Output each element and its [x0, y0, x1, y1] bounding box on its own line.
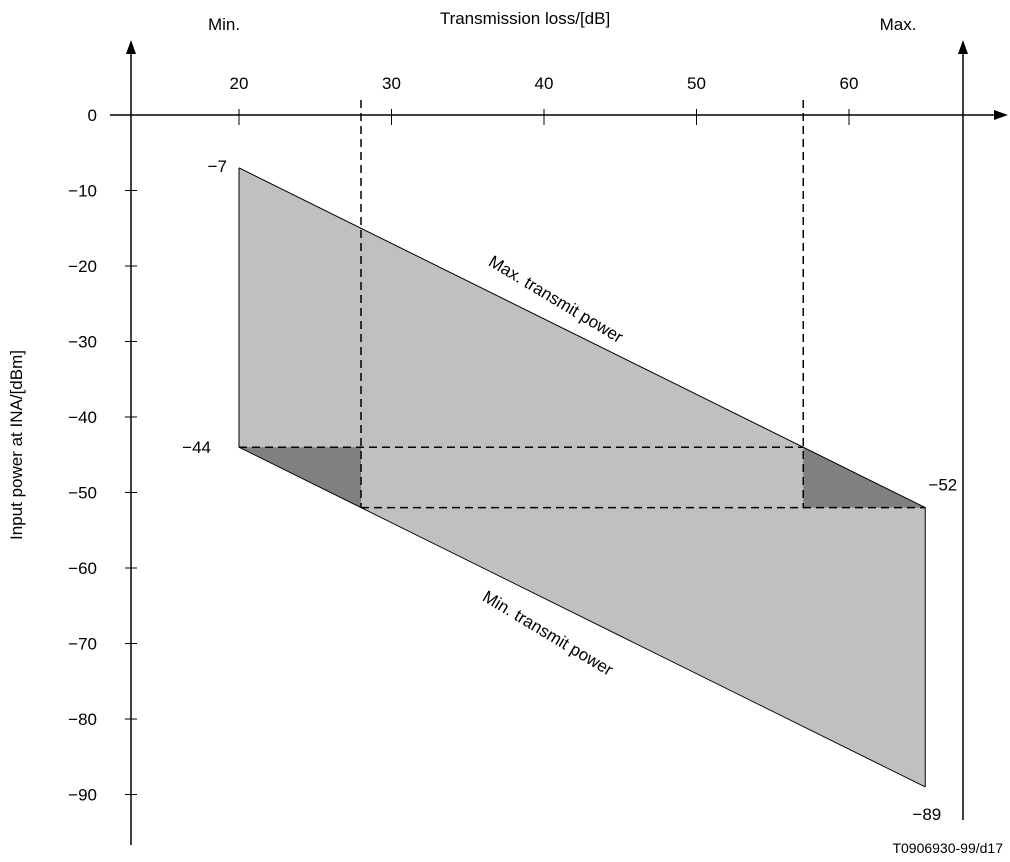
y-tick-label: −60: [68, 559, 97, 578]
point-label: −7: [208, 157, 227, 176]
figure-id: T0906930-99/d17: [892, 840, 1003, 856]
y-tick-label: −10: [68, 182, 97, 201]
point-labels: −7 −44 −52 −89: [182, 157, 957, 824]
point-label: −52: [928, 476, 957, 495]
region-edges: [238, 167, 926, 788]
dashed-guides: [239, 100, 926, 509]
power-regions: [239, 167, 926, 787]
y-tick-label: 0: [88, 106, 97, 125]
x-tick-label: 30: [382, 74, 401, 93]
y-axis-arrow: [126, 40, 136, 54]
x-axis-title: Transmission loss/[dB]: [440, 9, 610, 28]
y-axis-title: Input power at INA/[dBm]: [7, 350, 26, 540]
max-transmit-power-line: [238, 167, 926, 509]
x-axis-arrow: [994, 110, 1008, 120]
y-tick-label: −80: [68, 710, 97, 729]
y-tick-label: −30: [68, 333, 97, 352]
power-region: [239, 167, 926, 787]
y-tick-label: −70: [68, 635, 97, 654]
y-tick-label: −90: [68, 786, 97, 805]
point-label: −89: [912, 805, 941, 824]
max-axis-arrow: [958, 40, 968, 54]
x-tick-label: 50: [687, 74, 706, 93]
x-min-label: Min.: [208, 15, 240, 34]
x-tick-label: 60: [840, 74, 859, 93]
x-max-label: Max.: [880, 15, 917, 34]
y-tick-label: −40: [68, 408, 97, 427]
y-tick-label: −20: [68, 257, 97, 276]
x-ticks: 20 30 40 50 60: [230, 74, 859, 125]
min-transmit-power-line: [238, 446, 926, 788]
point-label: −44: [182, 438, 211, 457]
y-ticks: 0 −10 −20 −30 −40 −50 −60 −70 −80 −90: [68, 106, 137, 805]
x-tick-label: 40: [535, 74, 554, 93]
y-tick-label: −50: [68, 484, 97, 503]
x-tick-label: 20: [230, 74, 249, 93]
